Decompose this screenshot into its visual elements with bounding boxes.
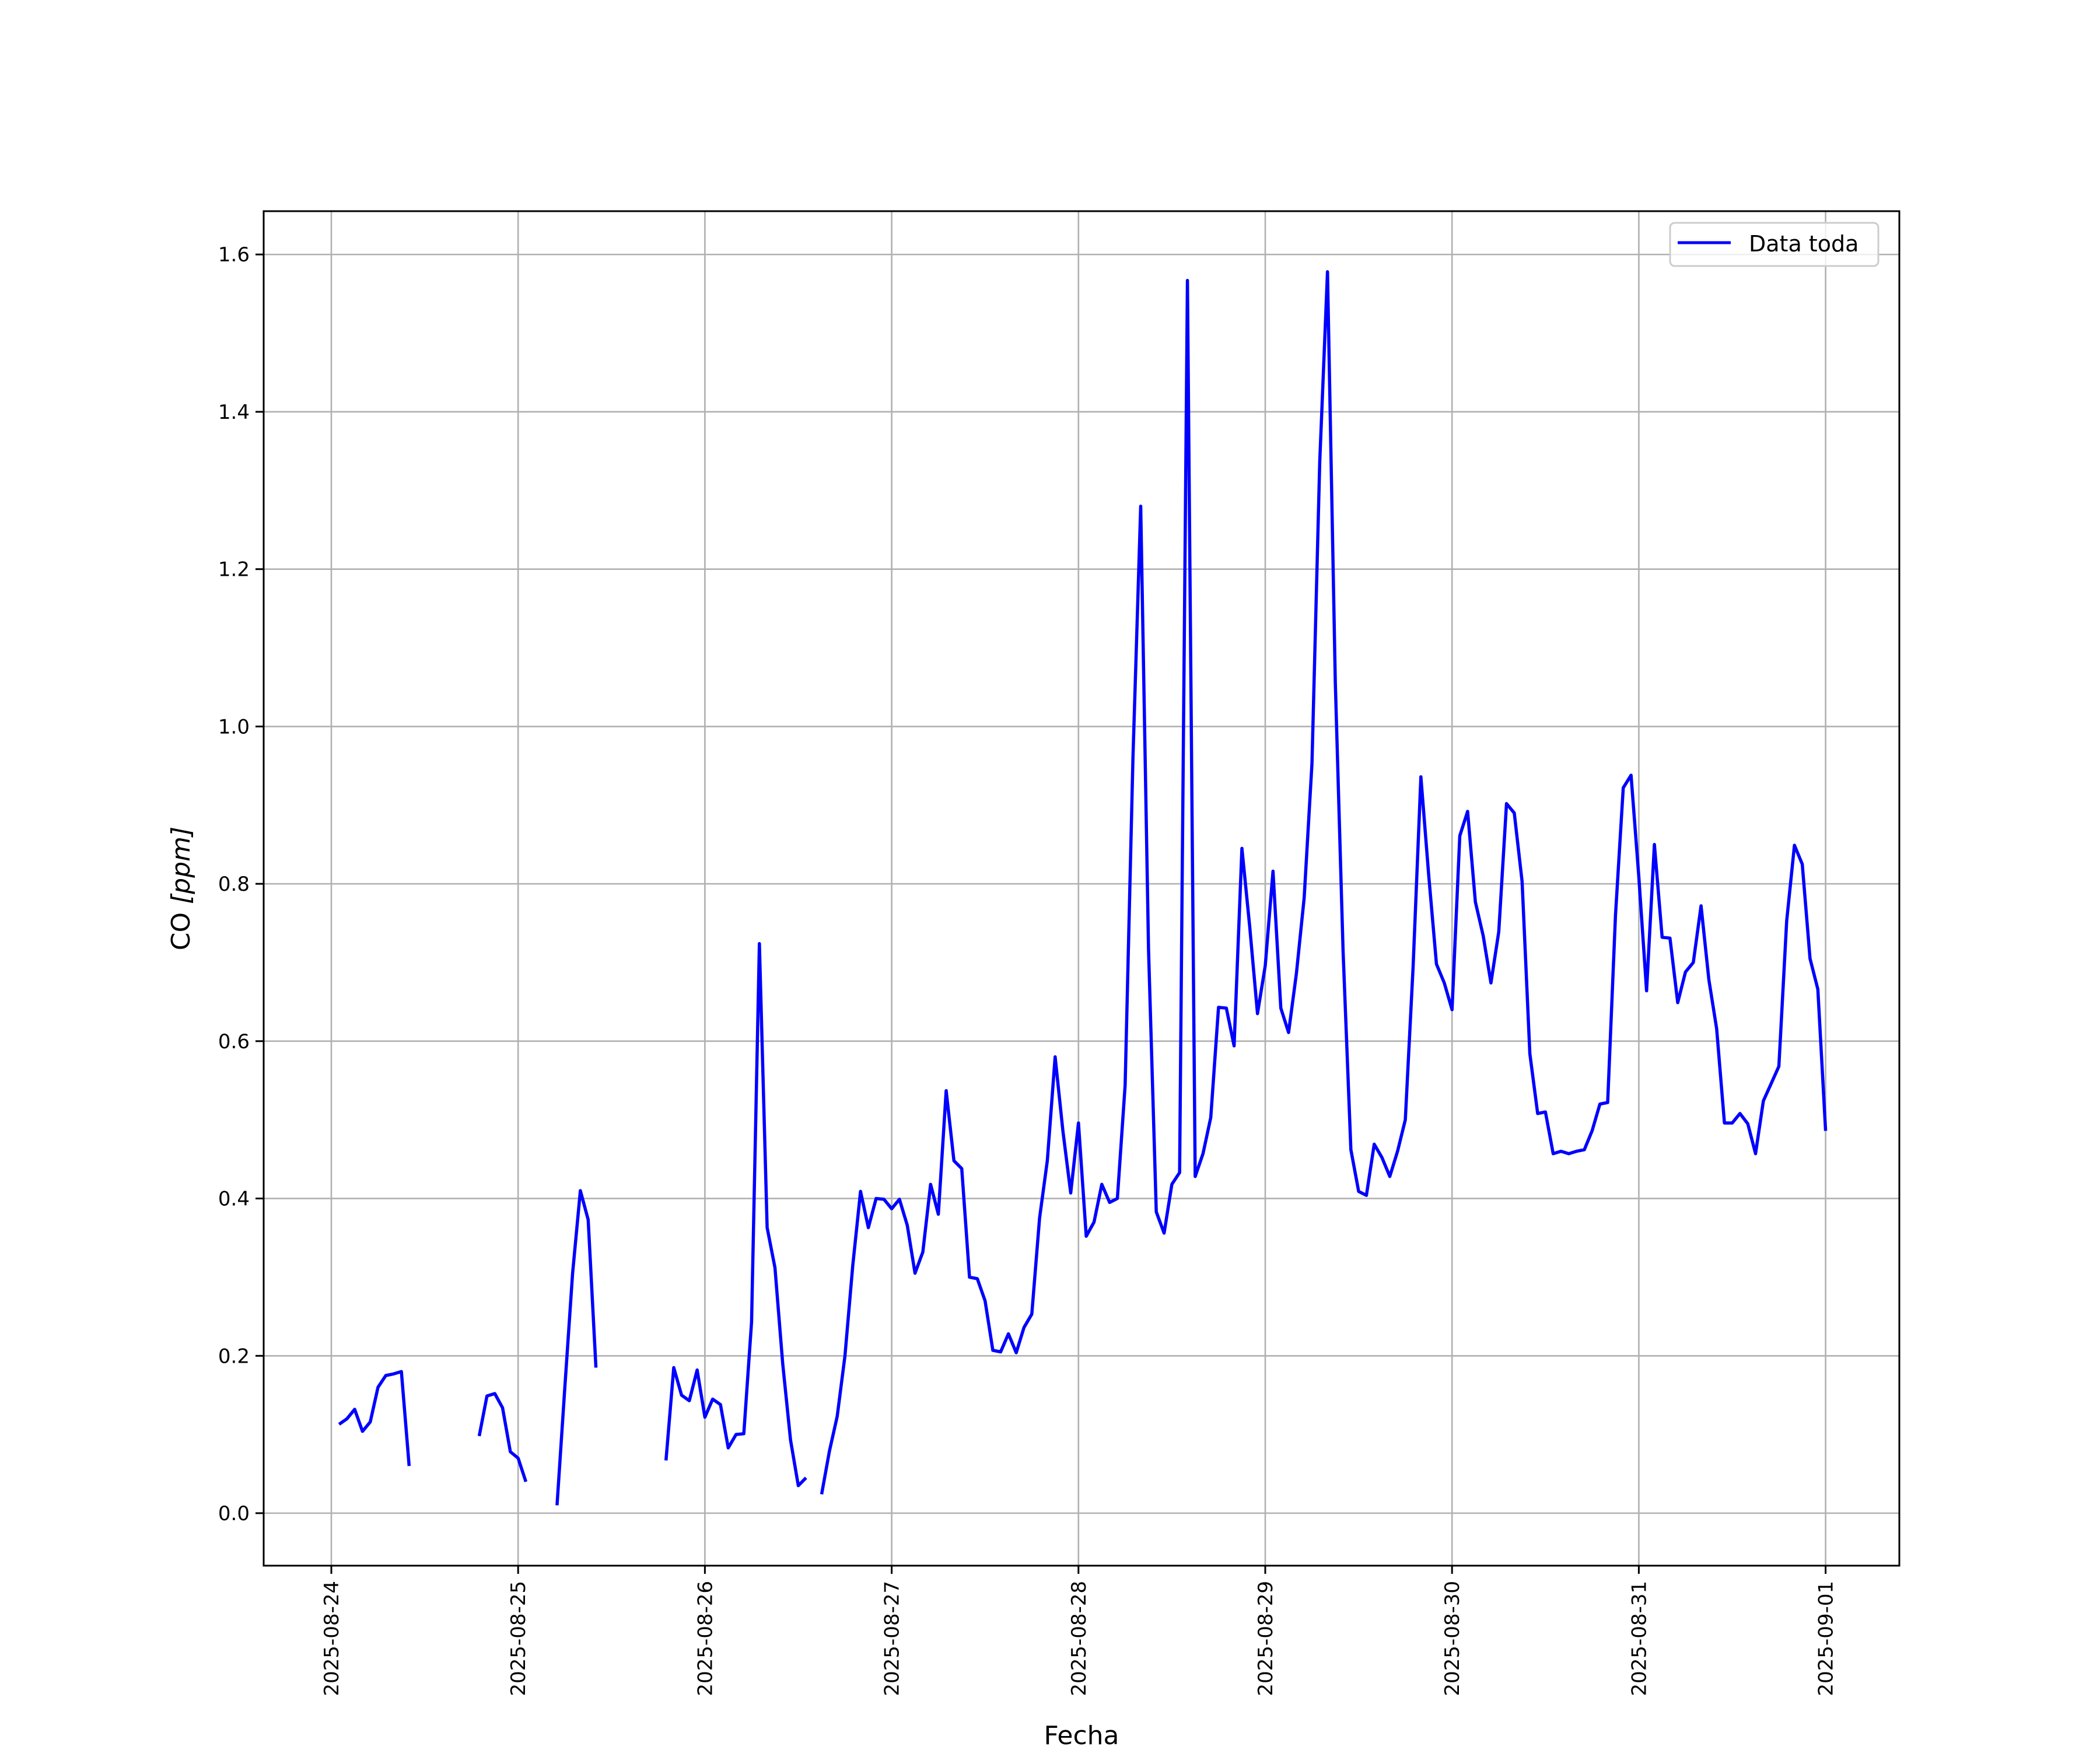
grid	[264, 211, 1899, 1566]
x-tick-label: 2025-08-31	[1628, 1581, 1651, 1696]
series-data-toda	[338, 270, 1828, 1506]
y-tick-label: 0.8	[218, 873, 250, 896]
y-tick-label: 1.2	[218, 558, 250, 582]
legend-box	[1669, 222, 1880, 267]
y-tick-label: 0.0	[218, 1502, 250, 1525]
series-line-segment	[664, 942, 807, 1488]
x-tick-label: 2025-08-28	[1068, 1581, 1091, 1696]
y-tick-label: 1.0	[218, 715, 250, 738]
plot-frame	[262, 210, 1901, 1567]
legend-label: Data toda	[1749, 231, 1859, 257]
x-tick-label: 2025-08-26	[694, 1581, 717, 1696]
ticks: 2025-08-24 2025-08-25 2025-08-26 2025-08-27…	[218, 243, 1838, 1696]
y-tick-label: 1.6	[218, 243, 250, 267]
y-tick-label: 0.6	[218, 1030, 250, 1054]
y-axis-label: CO [ppm]	[166, 827, 196, 950]
x-tick-label: 2025-08-29	[1254, 1581, 1278, 1696]
series-line-segment	[338, 1370, 411, 1466]
x-axis-label: Fecha	[1044, 1721, 1119, 1750]
series-line-segment	[820, 270, 1828, 1495]
x-tick-label: 2025-09-01	[1815, 1581, 1838, 1696]
series-line-segment	[477, 1392, 528, 1482]
y-tick-label: 0.4	[218, 1188, 250, 1211]
series-line-segment	[555, 1189, 598, 1506]
y-tick-label: 0.2	[218, 1345, 250, 1368]
x-tick-label: 2025-08-27	[881, 1581, 904, 1696]
legend: Data toda	[1669, 222, 1880, 267]
x-tick-label: 2025-08-24	[320, 1581, 344, 1696]
x-tick-label: 2025-08-25	[507, 1581, 530, 1696]
x-tick-label: 2025-08-30	[1441, 1581, 1464, 1696]
y-tick-label: 1.4	[218, 401, 250, 424]
